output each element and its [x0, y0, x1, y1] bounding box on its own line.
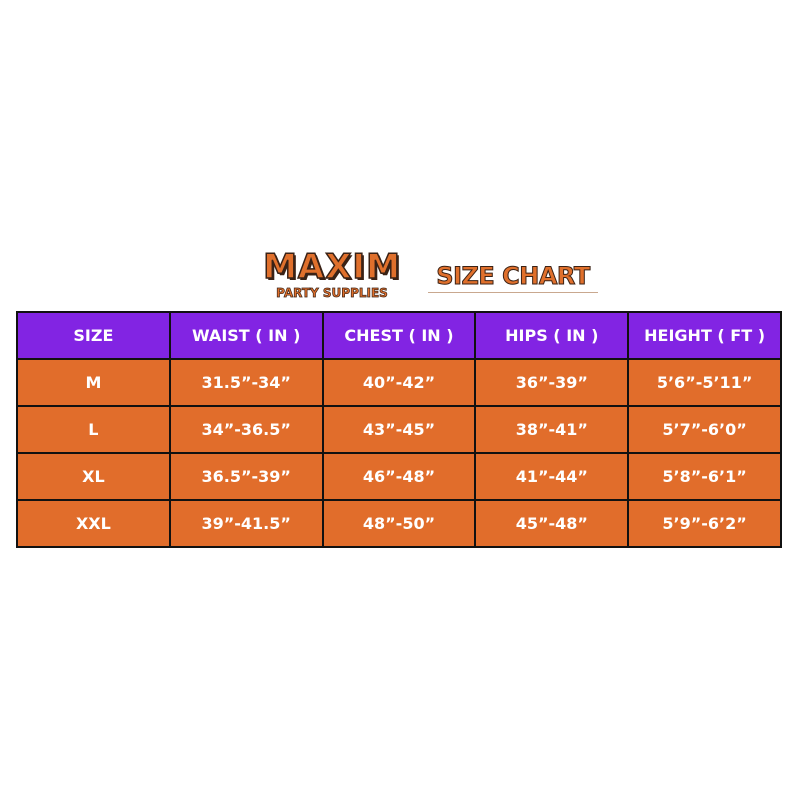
table-cell: 39”-41.5” [168, 499, 324, 548]
table-cell: 5’9”-6’2” [627, 499, 782, 548]
brand-logo: MAXIM PARTY SUPPLIES [257, 247, 407, 301]
table-cell: 45”-48” [474, 499, 630, 548]
column-header: CHEST ( IN ) [321, 311, 477, 360]
page-title: SIZE CHART [428, 262, 598, 293]
table-cell: 36.5”-39” [168, 452, 324, 501]
table-cell: 5’8”-6’1” [627, 452, 782, 501]
table-row: XL 36.5”-39” 46”-48” 41”-44” 5’8”-6’1” [16, 452, 782, 501]
logo-main-text: MAXIM [262, 247, 401, 287]
table-cell: 34”-36.5” [168, 405, 324, 454]
logo-sub-text: PARTY SUPPLIES [276, 286, 388, 301]
table-cell: M [16, 358, 171, 407]
column-header: WAIST ( IN ) [168, 311, 324, 360]
table-cell: 38”-41” [474, 405, 630, 454]
header-row: SIZE WAIST ( IN ) CHEST ( IN ) HIPS ( IN ) H… [16, 311, 782, 360]
table-cell: 36”-39” [474, 358, 630, 407]
column-header: HEIGHT ( FT ) [627, 311, 782, 360]
column-header: SIZE [16, 311, 171, 360]
table-cell: 40”-42” [321, 358, 477, 407]
size-chart-table: SIZE WAIST ( IN ) CHEST ( IN ) HIPS ( IN ) H… [16, 311, 782, 548]
table-cell: 31.5”-34” [168, 358, 324, 407]
table-cell: 5’6”-5’11” [627, 358, 782, 407]
table-cell: 43”-45” [321, 405, 477, 454]
table-cell: 48”-50” [321, 499, 477, 548]
table-row: XXL 39”-41.5” 48”-50” 45”-48” 5’9”-6’2” [16, 499, 782, 548]
table-cell: XXL [16, 499, 171, 548]
column-header: HIPS ( IN ) [474, 311, 630, 360]
table-cell: XL [16, 452, 171, 501]
table-row: M 31.5”-34” 40”-42” 36”-39” 5’6”-5’11” [16, 358, 782, 407]
table-row: L 34”-36.5” 43”-45” 38”-41” 5’7”-6’0” [16, 405, 782, 454]
table-cell: 46”-48” [321, 452, 477, 501]
table-cell: 41”-44” [474, 452, 630, 501]
table-cell: 5’7”-6’0” [627, 405, 782, 454]
table-cell: L [16, 405, 171, 454]
